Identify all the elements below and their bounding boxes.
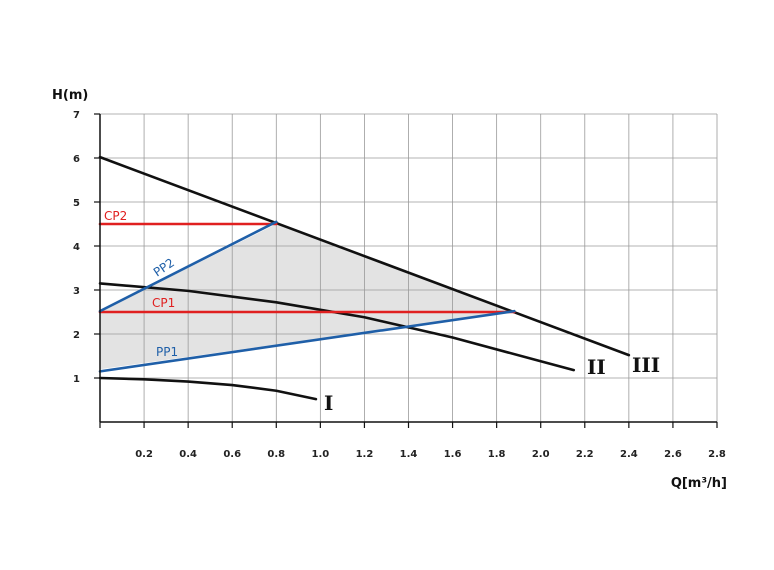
y-tick-label: 7 xyxy=(73,110,80,121)
series-label-cp2: CP2 xyxy=(104,209,127,223)
x-tick-label: 2.6 xyxy=(664,449,682,460)
series-line-iii xyxy=(98,155,631,357)
series-label-ii: II xyxy=(587,355,606,379)
x-tick-label: 0.4 xyxy=(179,449,197,460)
y-tick-labels: 1 2 3 4 5 6 7 xyxy=(73,110,80,385)
x-tick-label: 2.8 xyxy=(708,449,726,460)
y-tick-label: 6 xyxy=(73,154,80,165)
series-line-pp1 xyxy=(98,309,516,373)
x-tick-label: 2.2 xyxy=(576,449,594,460)
x-tick-label: 1.0 xyxy=(311,449,329,460)
x-axis-label: Q[m³/h] xyxy=(671,476,727,491)
y-tick-label: 2 xyxy=(73,330,80,341)
y-axis-label: H(m) xyxy=(52,88,88,103)
y-tick-label: 4 xyxy=(73,242,80,253)
axes xyxy=(94,113,718,428)
x-tick-label: 2.4 xyxy=(620,449,638,460)
x-tick-label: 2.0 xyxy=(532,449,550,460)
x-tick-label: 1.4 xyxy=(400,449,418,460)
grid xyxy=(100,113,718,422)
x-tick-label: 1.2 xyxy=(356,449,374,460)
series-label-cp1: CP1 xyxy=(152,296,175,310)
series-label-i: I xyxy=(324,391,333,415)
curves xyxy=(98,155,631,401)
x-tick-label: 0.2 xyxy=(135,449,153,460)
series-line-i xyxy=(98,376,318,401)
series-line-pp2 xyxy=(98,220,278,313)
y-tick-label: 1 xyxy=(73,374,80,385)
series-label-iii: III xyxy=(632,353,660,377)
y-tick-label: 5 xyxy=(73,198,80,209)
x-tick-labels: 0.2 0.4 0.6 0.8 1.0 1.2 1.4 1.6 1.8 2.0 2.2 2.4 2.6 2… xyxy=(135,449,726,460)
x-tick-label: 1.6 xyxy=(444,449,462,460)
series-label-pp1: PP1 xyxy=(156,345,178,359)
operating-area xyxy=(100,224,515,370)
y-tick-label: 3 xyxy=(73,286,80,297)
x-tick-label: 0.6 xyxy=(223,449,241,460)
x-tick-label: 0.8 xyxy=(267,449,285,460)
series-line-ii xyxy=(98,282,576,372)
x-tick-label: 1.8 xyxy=(488,449,506,460)
